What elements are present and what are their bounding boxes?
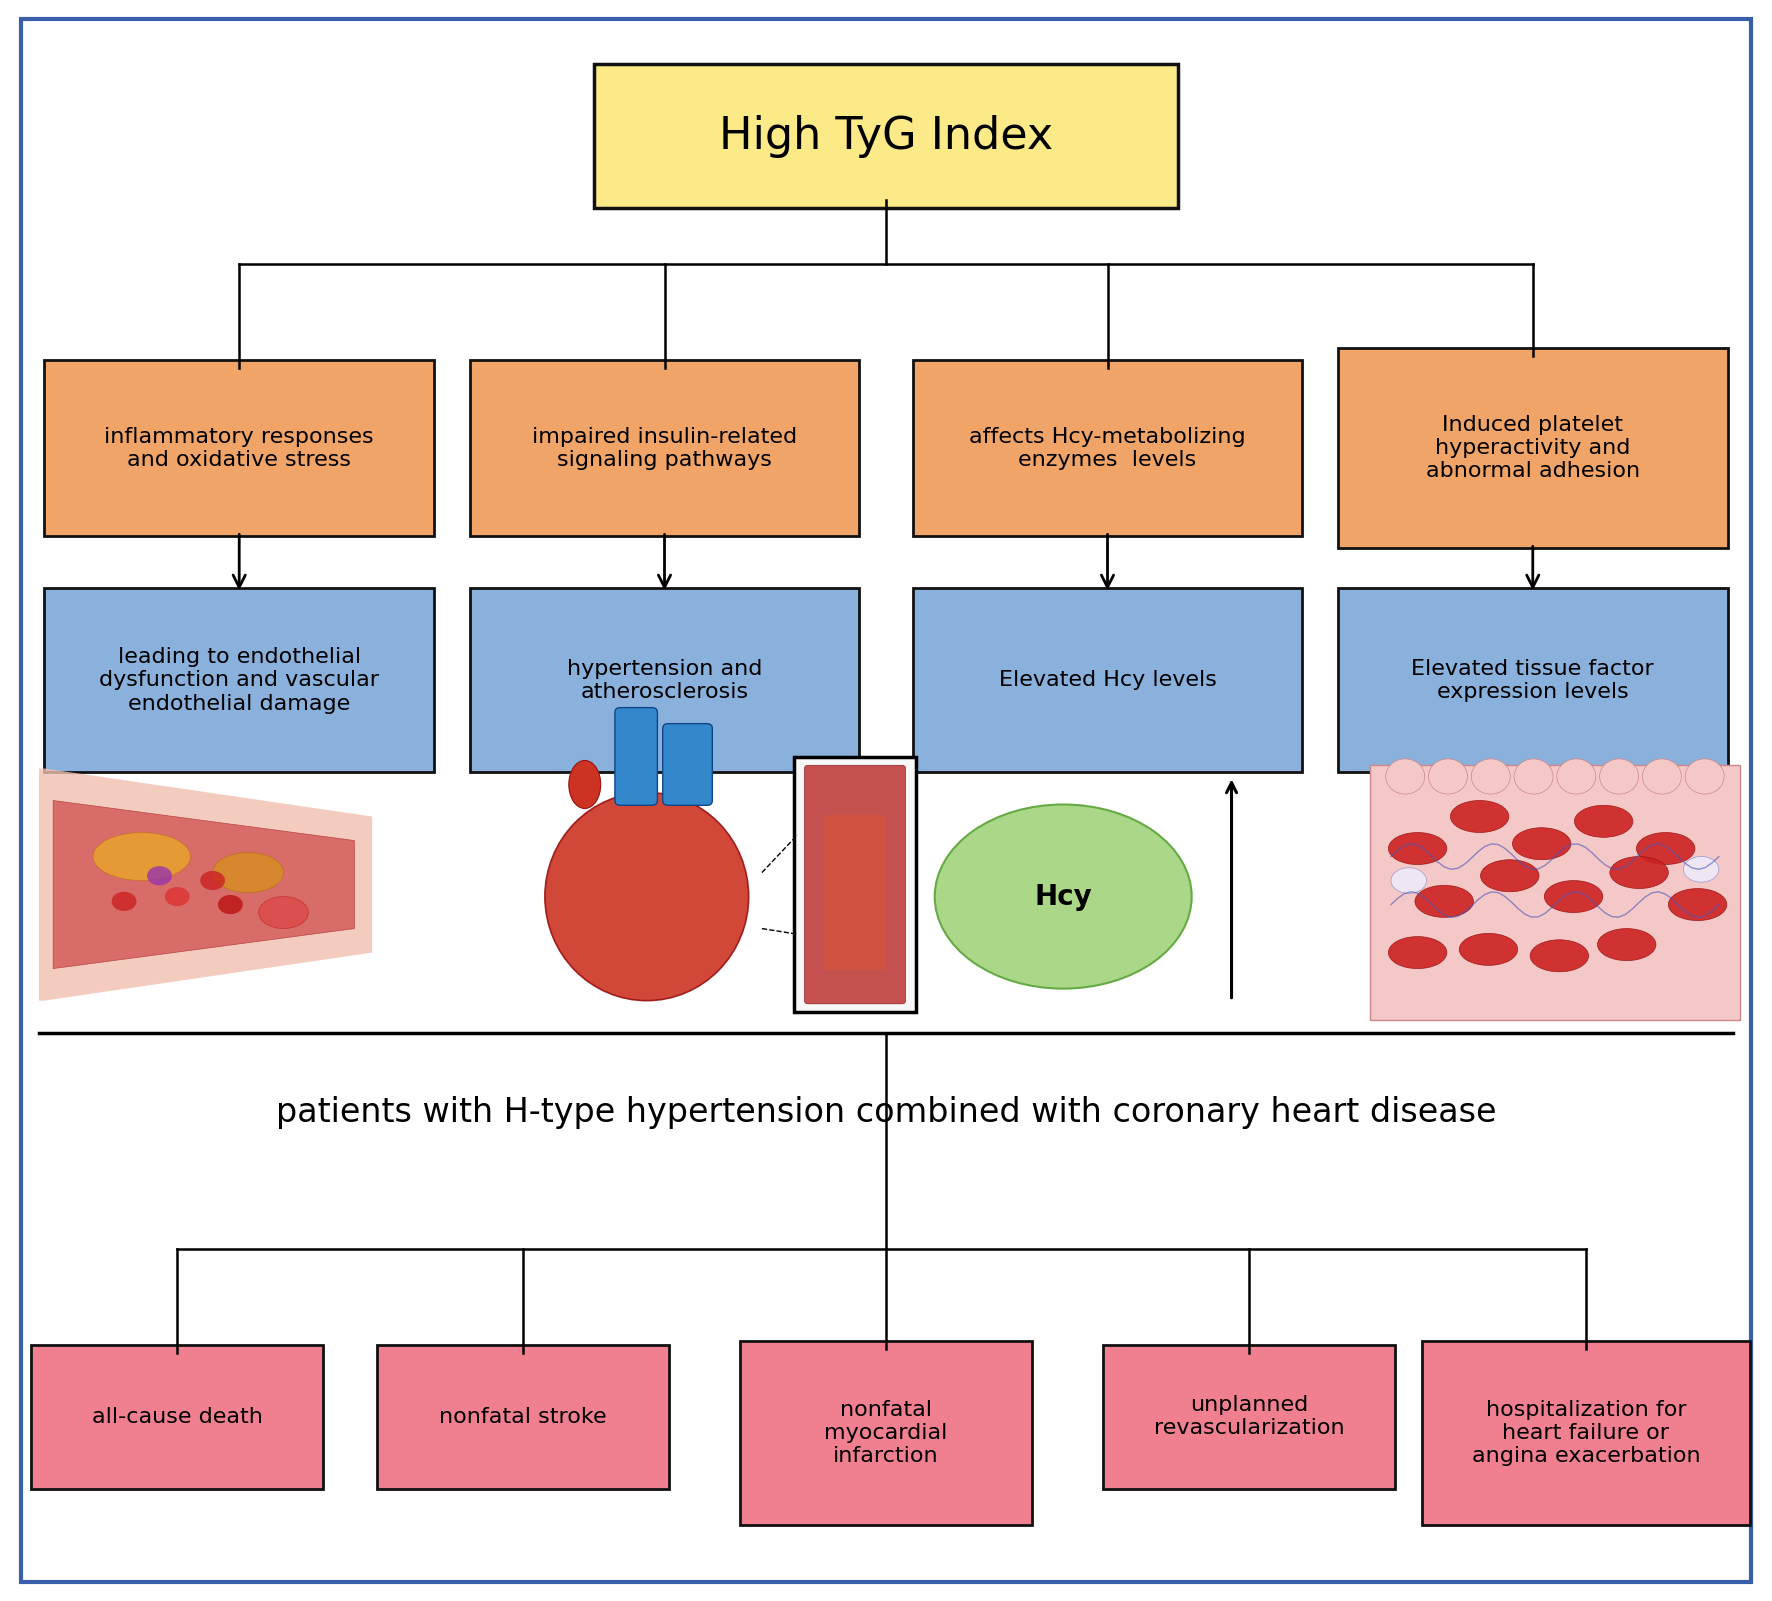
Text: High TyG Index: High TyG Index (719, 115, 1053, 157)
Ellipse shape (147, 866, 172, 885)
Ellipse shape (165, 887, 190, 906)
Text: affects Hcy-metabolizing
enzymes  levels: affects Hcy-metabolizing enzymes levels (969, 427, 1246, 469)
Ellipse shape (1685, 759, 1724, 794)
Text: nonfatal stroke: nonfatal stroke (439, 1407, 606, 1426)
Ellipse shape (1428, 759, 1467, 794)
Text: Induced platelet
hyperactivity and
abnormal adhesion: Induced platelet hyperactivity and abnor… (1426, 415, 1639, 482)
Ellipse shape (1667, 889, 1726, 921)
Text: Hcy: Hcy (1035, 882, 1092, 911)
Text: patients with H-type hypertension combined with coronary heart disease: patients with H-type hypertension combin… (276, 1097, 1496, 1129)
Ellipse shape (218, 895, 243, 914)
FancyBboxPatch shape (376, 1345, 668, 1489)
FancyBboxPatch shape (32, 1345, 323, 1489)
FancyBboxPatch shape (44, 360, 434, 536)
Ellipse shape (1558, 759, 1597, 794)
Ellipse shape (92, 833, 191, 881)
Ellipse shape (1480, 860, 1538, 892)
Ellipse shape (1609, 857, 1669, 889)
FancyBboxPatch shape (794, 757, 916, 1012)
Ellipse shape (259, 897, 308, 929)
FancyBboxPatch shape (663, 724, 712, 805)
FancyBboxPatch shape (1338, 349, 1728, 548)
Ellipse shape (1543, 881, 1602, 913)
FancyBboxPatch shape (913, 589, 1302, 773)
Ellipse shape (1600, 759, 1639, 794)
Ellipse shape (569, 760, 601, 809)
Ellipse shape (1414, 885, 1473, 917)
Polygon shape (53, 800, 354, 969)
Ellipse shape (1449, 800, 1508, 833)
Ellipse shape (200, 871, 225, 890)
FancyBboxPatch shape (913, 360, 1302, 536)
Text: all-cause death: all-cause death (92, 1407, 262, 1426)
FancyBboxPatch shape (804, 765, 905, 1004)
Ellipse shape (1389, 833, 1446, 865)
Ellipse shape (1391, 868, 1426, 893)
Ellipse shape (1389, 937, 1446, 969)
Text: Elevated tissue factor
expression levels: Elevated tissue factor expression levels (1412, 660, 1653, 701)
Ellipse shape (1636, 833, 1694, 865)
FancyBboxPatch shape (1102, 1345, 1396, 1489)
FancyBboxPatch shape (1421, 1342, 1751, 1524)
Ellipse shape (1513, 759, 1552, 794)
Text: nonfatal
myocardial
infarction: nonfatal myocardial infarction (824, 1399, 948, 1467)
FancyBboxPatch shape (1338, 589, 1728, 773)
Ellipse shape (1529, 940, 1588, 972)
FancyBboxPatch shape (470, 360, 859, 536)
Ellipse shape (1386, 759, 1425, 794)
Text: leading to endothelial
dysfunction and vascular
endothelial damage: leading to endothelial dysfunction and v… (99, 647, 379, 714)
FancyBboxPatch shape (470, 589, 859, 773)
FancyBboxPatch shape (615, 708, 657, 805)
Text: Elevated Hcy levels: Elevated Hcy levels (999, 671, 1216, 690)
FancyBboxPatch shape (44, 589, 434, 773)
Text: impaired insulin-related
signaling pathways: impaired insulin-related signaling pathw… (532, 427, 797, 469)
Ellipse shape (1512, 828, 1572, 860)
FancyBboxPatch shape (1370, 765, 1740, 1020)
Ellipse shape (1458, 933, 1517, 965)
Text: unplanned
revascularization: unplanned revascularization (1154, 1396, 1345, 1438)
Ellipse shape (1643, 759, 1682, 794)
Ellipse shape (1471, 759, 1510, 794)
Ellipse shape (1598, 929, 1655, 961)
FancyBboxPatch shape (739, 1342, 1031, 1524)
Text: hospitalization for
heart failure or
angina exacerbation: hospitalization for heart failure or ang… (1471, 1399, 1701, 1467)
Ellipse shape (544, 792, 748, 1001)
Ellipse shape (1683, 857, 1719, 882)
Text: inflammatory responses
and oxidative stress: inflammatory responses and oxidative str… (105, 427, 374, 469)
Polygon shape (39, 768, 372, 1001)
Ellipse shape (936, 804, 1191, 988)
Ellipse shape (213, 852, 284, 892)
FancyBboxPatch shape (824, 815, 886, 970)
FancyBboxPatch shape (594, 64, 1178, 208)
Ellipse shape (1574, 805, 1634, 837)
Ellipse shape (112, 892, 136, 911)
Text: hypertension and
atherosclerosis: hypertension and atherosclerosis (567, 660, 762, 701)
